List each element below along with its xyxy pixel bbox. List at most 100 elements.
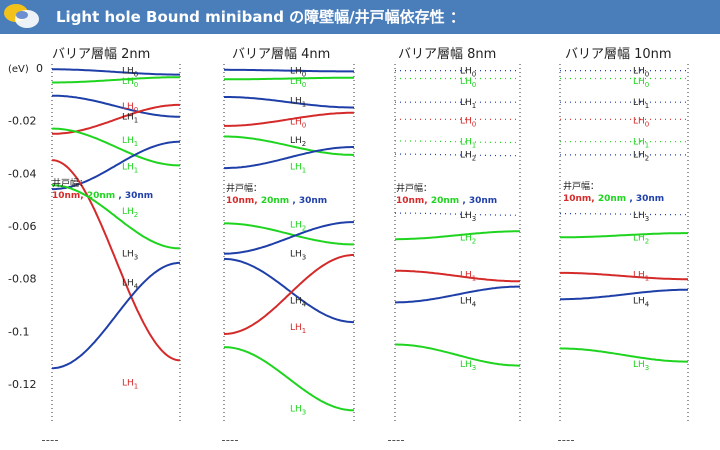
band-line xyxy=(51,261,180,370)
miniband-chart: (eV) 0 -0.02 -0.04 -0.06 -0.08 -0.1 -0.12 バリア層幅 … xyxy=(8,47,689,424)
band-label: LH2 xyxy=(460,234,476,246)
bottom-dash xyxy=(388,440,404,441)
legend-title: 井戸幅： xyxy=(563,180,599,192)
bottom-dash xyxy=(558,440,574,441)
y-axis-label: (eV) xyxy=(8,64,29,75)
band-label: LH2 xyxy=(460,151,476,163)
y-tick-label: -0.06 xyxy=(8,220,36,233)
y-tick-label: -0.1 xyxy=(8,325,29,338)
band-label: LH1 xyxy=(633,137,649,149)
band-line xyxy=(224,222,354,246)
panel-title: バリア層幅 4nm xyxy=(232,47,330,62)
band-label: LH0 xyxy=(633,116,649,128)
band-label: LH0 xyxy=(633,77,649,89)
band-line xyxy=(223,257,354,324)
band-label: LH3 xyxy=(460,211,476,223)
band-line xyxy=(224,68,354,73)
band-label: LH0 xyxy=(290,66,306,78)
band-label: LH0 xyxy=(122,77,138,89)
legend-items: 10nm, 20nm , 30nm xyxy=(396,196,497,206)
band-line xyxy=(395,343,520,367)
band-line xyxy=(52,94,180,118)
band-line xyxy=(224,76,354,81)
band-label: LH1 xyxy=(290,162,306,174)
band-line xyxy=(395,285,520,304)
y-tick-label: 0 xyxy=(36,62,43,75)
y-tick-label: -0.02 xyxy=(8,115,36,128)
legend-items: 10nm, 20nm , 30nm xyxy=(226,196,327,206)
logo-icon xyxy=(4,4,39,28)
panel-title: バリア層幅 2nm xyxy=(52,47,150,62)
band-label: LH1 xyxy=(290,323,306,335)
legend-title: 井戸幅： xyxy=(226,182,262,194)
band-label: LH1 xyxy=(122,112,138,124)
band-label: LH4 xyxy=(460,297,477,309)
band-label: LH1 xyxy=(122,162,138,174)
band-line xyxy=(51,159,181,362)
band-line xyxy=(52,76,180,84)
band-label: LH3 xyxy=(290,405,306,417)
band-label: LH1 xyxy=(122,136,138,148)
band-label: LH2 xyxy=(633,151,649,163)
bottom-dash xyxy=(222,440,238,441)
band-line xyxy=(395,212,520,216)
band-label: LH4 xyxy=(633,297,650,309)
band-line xyxy=(560,288,688,301)
band-line xyxy=(52,127,180,167)
panel-title: バリア層幅 10nm xyxy=(565,47,672,62)
band-line xyxy=(224,111,354,127)
band-line xyxy=(560,213,688,216)
band-line xyxy=(223,221,354,255)
band-line xyxy=(560,271,688,281)
band-label: LH0 xyxy=(290,77,306,89)
band-line xyxy=(223,346,354,412)
bottom-dash xyxy=(42,440,58,441)
band-line xyxy=(559,347,688,363)
y-tick-label: -0.08 xyxy=(8,273,36,286)
band-line xyxy=(52,68,180,76)
band-label: LH1 xyxy=(460,270,476,282)
band-label: LH1 xyxy=(122,378,138,390)
band-label: LH1 xyxy=(290,97,306,109)
band-label: LH1 xyxy=(460,137,476,149)
band-label: LH2 xyxy=(633,234,649,246)
band-line xyxy=(395,140,520,144)
band-label: LH1 xyxy=(633,98,649,110)
band-label: LH2 xyxy=(290,220,306,232)
band-label: LH0 xyxy=(290,118,306,130)
band-line xyxy=(560,232,688,239)
band-line xyxy=(224,135,354,156)
band-line xyxy=(52,184,181,250)
band-label: LH4 xyxy=(290,297,307,309)
band-label: LH0 xyxy=(122,66,138,78)
band-label: LH4 xyxy=(122,278,139,290)
band-line xyxy=(52,103,180,135)
band-label: LH2 xyxy=(122,207,138,219)
band-label: LH3 xyxy=(633,211,649,223)
header-bar: Light hole Bound miniband の障壁幅/井戸幅依存性 ： xyxy=(0,0,720,34)
legend-items: 10nm, 20nm , 30nm xyxy=(563,194,664,204)
band-label: LH0 xyxy=(460,77,476,89)
y-tick-label: -0.12 xyxy=(8,378,36,391)
panel-title: バリア層幅 8nm xyxy=(398,47,496,62)
page-title: Light hole Bound miniband の障壁幅/井戸幅依存性 ： xyxy=(56,8,465,26)
band-label: LH1 xyxy=(460,98,476,110)
band-line xyxy=(224,146,354,170)
band-line xyxy=(395,153,520,157)
band-label: LH2 xyxy=(290,136,306,148)
y-tick-label: -0.04 xyxy=(8,167,36,180)
band-label: LH3 xyxy=(460,360,476,372)
band-label: LH3 xyxy=(290,249,306,261)
band-label: LH0 xyxy=(460,66,476,78)
band-line xyxy=(395,230,520,241)
band-label: LH0 xyxy=(122,102,138,114)
legend-items: 10nm, 20nm , 30nm xyxy=(52,191,153,201)
band-label: LH3 xyxy=(122,249,138,261)
band-line xyxy=(223,254,354,335)
band-label: LH0 xyxy=(633,66,649,78)
legend-title: 井戸幅： xyxy=(52,177,88,189)
band-label: LH1 xyxy=(633,270,649,282)
legend-title: 井戸幅： xyxy=(396,182,432,194)
band-line xyxy=(224,96,354,109)
band-label: LH0 xyxy=(460,116,476,128)
